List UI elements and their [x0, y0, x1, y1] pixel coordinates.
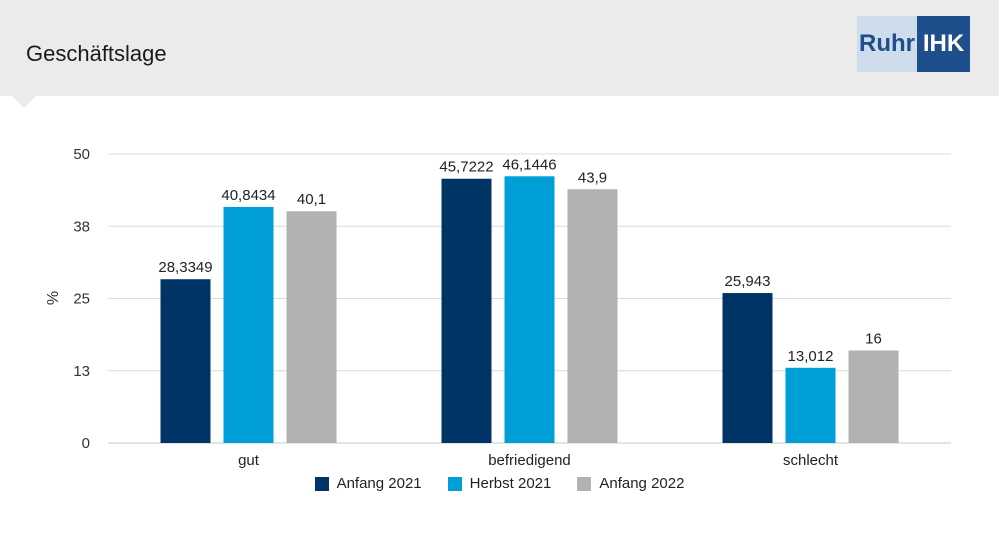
page-title: Geschäftslage [26, 41, 167, 66]
bar [441, 178, 492, 443]
header-bar [0, 0, 999, 96]
y-axis-label: % [45, 291, 62, 305]
data-label: 13,012 [788, 348, 834, 365]
legend-swatch [577, 476, 592, 491]
bar [567, 189, 618, 443]
bar [722, 293, 773, 443]
legend-swatch [314, 476, 329, 491]
y-tick-label: 0 [82, 435, 90, 452]
header-notch [12, 96, 36, 108]
y-tick-label: 13 [73, 363, 90, 380]
bar [223, 206, 274, 443]
y-tick-label: 50 [73, 146, 90, 163]
data-label: 46,1446 [502, 156, 556, 173]
bar [160, 279, 211, 443]
data-label: 25,943 [725, 273, 771, 290]
bar [504, 176, 555, 443]
chart-legend: Anfang 2021 Herbst 2021 Anfang 2022 [0, 475, 999, 492]
legend-label: Herbst 2021 [469, 475, 552, 492]
x-tick-label: befriedigend [488, 452, 571, 469]
data-label: 43,9 [578, 169, 607, 186]
legend-label: Anfang 2022 [599, 475, 685, 492]
ruhr-ihk-logo: Ruhr IHK [857, 16, 970, 72]
data-label: 40,8434 [221, 187, 275, 204]
bar [785, 367, 836, 443]
data-label: 40,1 [297, 191, 326, 208]
legend-swatch [447, 476, 462, 491]
y-tick-label: 25 [73, 291, 90, 308]
bar [848, 350, 899, 443]
legend-item: Herbst 2021 [447, 475, 552, 492]
logo-right-text: IHK [917, 16, 970, 72]
bar [286, 211, 337, 443]
x-tick-label: schlecht [783, 452, 839, 469]
legend-item: Anfang 2021 [314, 475, 422, 492]
data-label: 45,7222 [439, 159, 493, 176]
data-label: 28,3349 [158, 259, 212, 276]
bar-chart: 0 13 25 38 50% 28,3349 40,8434 40,1 gut 45,7222 46… [45, 146, 951, 469]
legend-item: Anfang 2022 [577, 475, 684, 492]
x-tick-label: gut [238, 452, 260, 469]
data-label: 16 [865, 331, 882, 348]
y-tick-label: 38 [73, 218, 90, 235]
legend-label: Anfang 2021 [336, 475, 422, 492]
logo-left-text: Ruhr [857, 16, 917, 72]
